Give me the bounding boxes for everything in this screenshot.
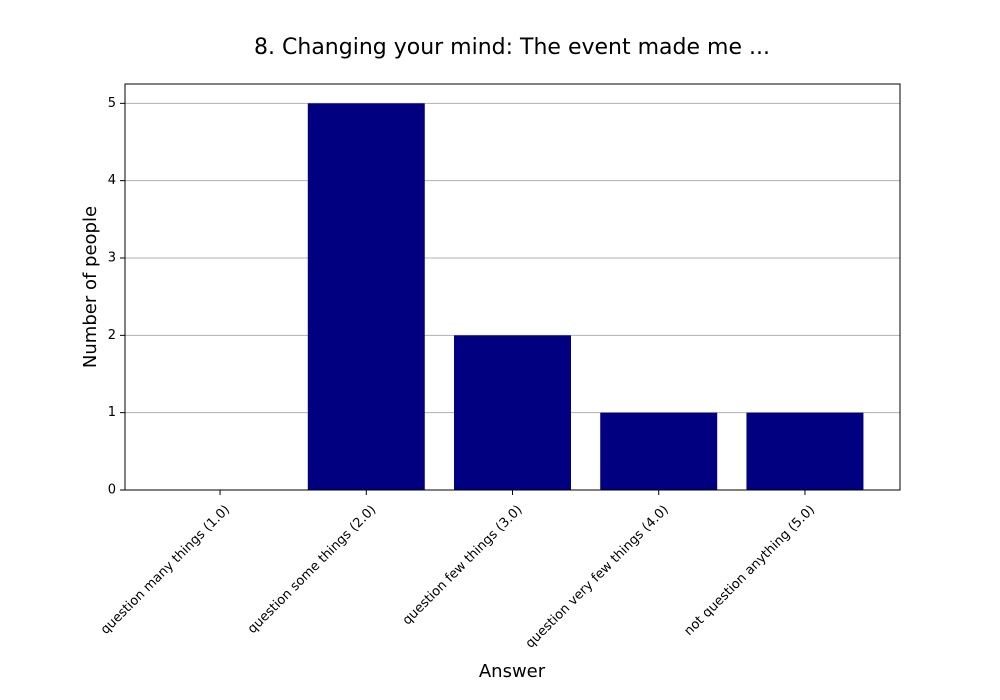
x-axis-label: Answer: [479, 661, 546, 682]
x-tick-label: question few things (3.0): [400, 502, 526, 628]
y-axis-label: Number of people: [80, 206, 101, 368]
bar: [307, 103, 425, 490]
y-tick-label: 0: [108, 483, 116, 498]
bar: [454, 335, 571, 490]
x-tick-label: question some things (2.0): [245, 502, 379, 636]
y-tick-label: 1: [108, 405, 116, 420]
y-tick-label: 4: [108, 173, 116, 188]
x-tick-label: not question anything (5.0): [682, 502, 818, 638]
plot-frame: [124, 83, 901, 491]
bar: [600, 412, 718, 490]
y-tick-label: 5: [108, 96, 116, 111]
y-tick-label: 2: [108, 328, 116, 343]
bar: [746, 412, 864, 490]
chart-title: 8. Changing your mind: The event made me…: [254, 35, 770, 60]
y-tick-label: 3: [108, 251, 116, 266]
x-tick-label: question very few things (4.0): [523, 502, 672, 651]
x-tick-label: question many things (1.0): [98, 502, 233, 637]
